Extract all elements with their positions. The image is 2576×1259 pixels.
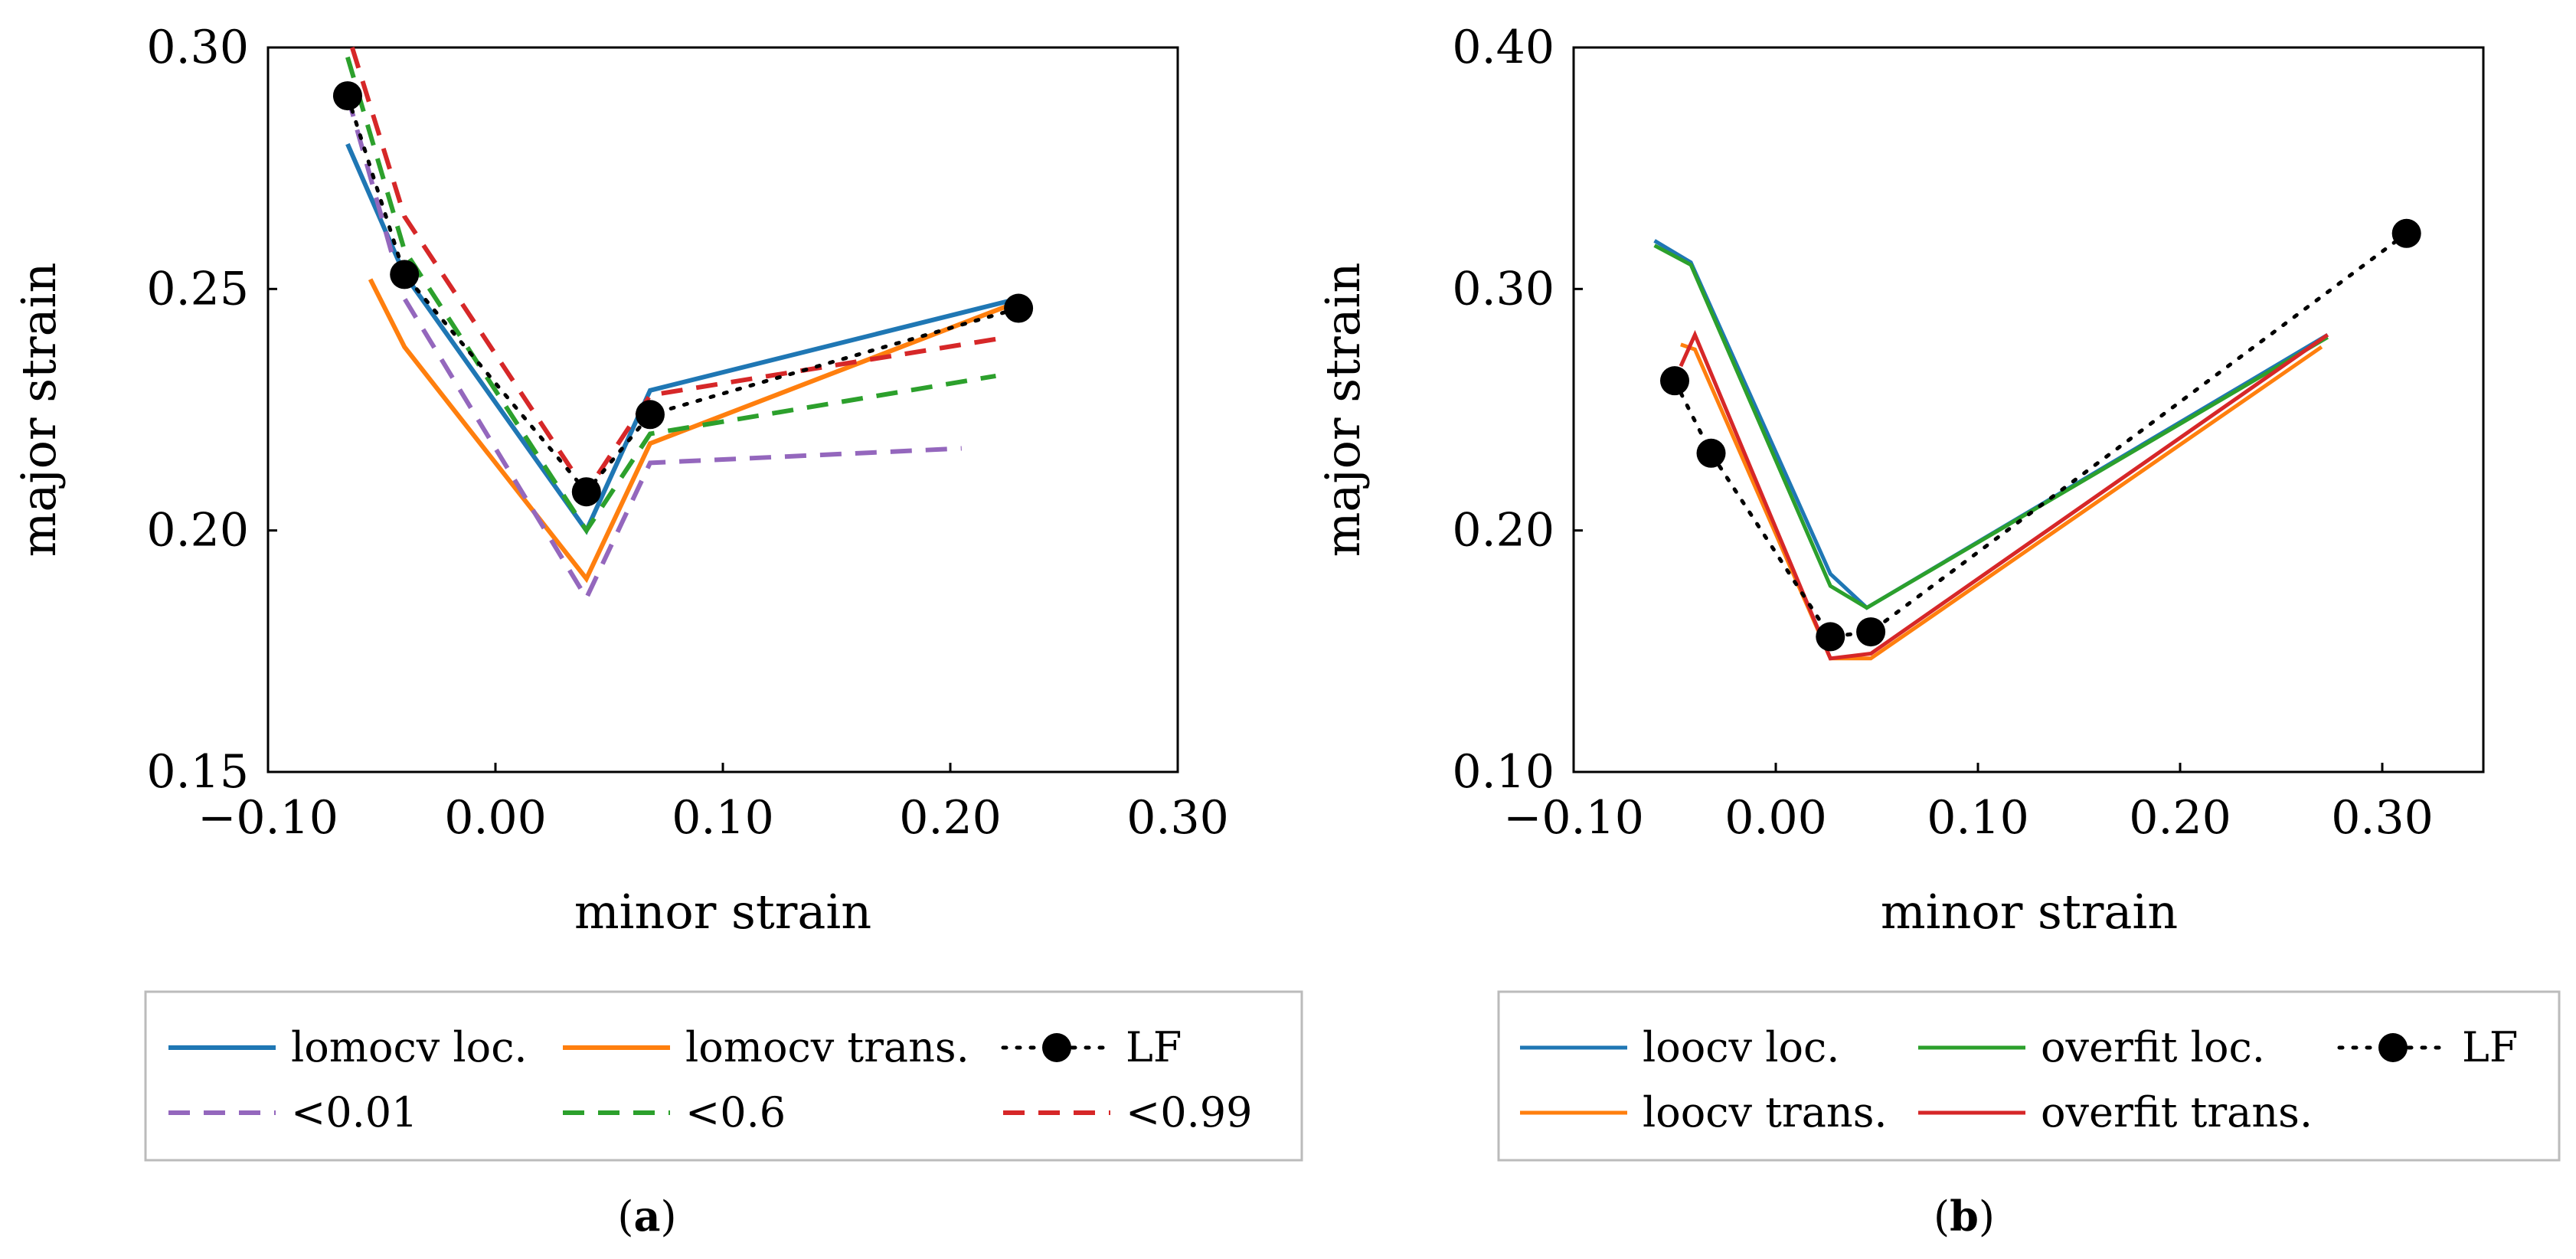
lf-marker-b xyxy=(1660,366,1689,396)
legend-label-b: loocv trans. xyxy=(1643,1088,1888,1136)
caption-a: (a) xyxy=(617,1192,676,1241)
lf-marker-a xyxy=(571,477,601,507)
series-line-a-4 xyxy=(345,56,996,535)
legend-label-a: <0.01 xyxy=(291,1088,417,1136)
x-tick-label-b: 0.30 xyxy=(2331,791,2434,845)
legend-label-a: lomocv loc. xyxy=(291,1023,528,1071)
series-line-b-2 xyxy=(1672,231,2409,639)
y-tick-label-a: 0.30 xyxy=(146,21,249,74)
series-line-b-1 xyxy=(1653,244,2329,610)
x-tick-label-b: 0.10 xyxy=(1927,791,2029,845)
series-line-a-5 xyxy=(350,47,1008,496)
lf-marker-b xyxy=(1856,617,1886,647)
lf-marker-a xyxy=(390,260,420,289)
y-tick-label-b: 0.10 xyxy=(1452,745,1554,799)
legend-marker-b xyxy=(2378,1033,2408,1062)
legend-a xyxy=(144,990,1303,1162)
lf-marker-b xyxy=(1696,438,1726,468)
legend-label-a: <0.6 xyxy=(685,1088,786,1136)
x-tick-label-b: 0.20 xyxy=(2129,791,2231,845)
y-tick-label-a: 0.15 xyxy=(146,745,249,799)
lf-marker-a xyxy=(332,81,362,111)
lf-marker-b xyxy=(1816,622,1845,652)
legend-b xyxy=(1497,990,2561,1162)
x-tick-label-b: −0.10 xyxy=(1503,791,1644,845)
legend-label-b: loocv loc. xyxy=(1643,1023,1839,1071)
y-tick-label-a: 0.20 xyxy=(146,504,249,558)
lf-marker-a xyxy=(1004,293,1034,323)
legend-label-a: <0.99 xyxy=(1126,1088,1252,1136)
series-line-b-4 xyxy=(1679,329,2329,661)
x-tick-label-b: 0.00 xyxy=(1724,791,1827,845)
legend-label-b: overfit trans. xyxy=(2041,1088,2313,1136)
plot-area-b xyxy=(1572,46,2485,773)
y-tick-label-b: 0.30 xyxy=(1452,262,1554,316)
x-tick-label-a: −0.10 xyxy=(198,791,338,845)
x-axis-label-a: minor strain xyxy=(574,884,871,940)
x-tick-label-a: 0.20 xyxy=(899,791,1002,845)
y-tick-label-b: 0.20 xyxy=(1452,504,1554,558)
x-tick-label-a: 0.30 xyxy=(1126,791,1229,845)
y-axis-label-b: major strain xyxy=(1315,263,1371,558)
series-line-a-0 xyxy=(345,142,1019,535)
y-tick-label-a: 0.25 xyxy=(146,262,249,316)
legend-label-a: LF xyxy=(1126,1023,1182,1071)
y-axis-label-a: major strain xyxy=(11,263,67,558)
series-line-a-3 xyxy=(345,95,962,603)
x-axis-label-b: minor strain xyxy=(1881,884,2178,940)
legend-marker-a xyxy=(1042,1033,1071,1062)
chart-a: −0.10 0.00 0.10 0.20 0.30 0.15 0.20 0.25 0.30 mi… xyxy=(11,21,1303,1241)
lf-marker-a xyxy=(635,400,665,430)
lf-marker-b xyxy=(2391,218,2421,248)
series-line-b-3 xyxy=(1680,342,2323,661)
legend-label-a: lomocv trans. xyxy=(685,1023,969,1071)
series-line-b-0 xyxy=(1653,239,2329,610)
plot-area-a xyxy=(266,46,1179,773)
x-tick-label-a: 0.00 xyxy=(444,791,547,845)
legend-label-b: overfit loc. xyxy=(2041,1023,2265,1071)
chart-b: −0.10 0.00 0.10 0.20 0.30 0.10 0.20 0.30 0.40 mi… xyxy=(1315,21,2561,1241)
y-tick-label-b: 0.40 xyxy=(1452,21,1554,74)
caption-b: (b) xyxy=(1934,1192,1995,1241)
x-tick-label-a: 0.10 xyxy=(672,791,774,845)
legend-label-b: LF xyxy=(2462,1023,2518,1071)
series-line-a-1 xyxy=(368,278,1015,584)
